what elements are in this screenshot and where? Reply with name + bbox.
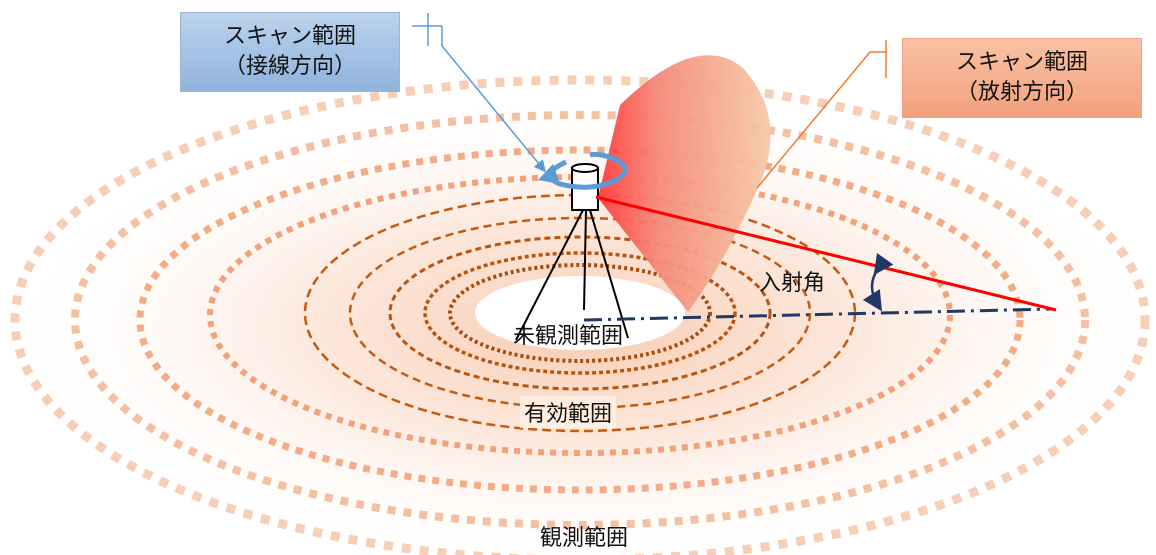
effective-ring-3	[388, 235, 772, 391]
scan-fan-radial	[598, 55, 771, 312]
effective-ring-5	[448, 263, 712, 363]
tangential-callout-leader	[412, 13, 546, 173]
incidence-angle-label: 入射角	[759, 271, 826, 296]
rotation-arrowhead	[538, 164, 560, 184]
observed-range-label: 観測範囲	[540, 526, 629, 551]
observed-ring-4	[207, 174, 953, 456]
tangential-callout-line1: スキャン範囲	[223, 24, 356, 49]
incidence-angle-arc	[862, 253, 894, 312]
tangential-callout-line2: （接線方向）	[223, 54, 356, 79]
observed-ring-2	[71, 111, 1089, 529]
effective-ring-4	[423, 251, 737, 375]
unobserved-area	[475, 276, 685, 350]
effective-range-label: 有効範囲	[520, 396, 617, 428]
observed-ring-1	[10, 75, 1150, 555]
radial-scan-range-callout: スキャン範囲 （放射方向）	[902, 38, 1142, 118]
observed-ring-3	[136, 146, 1024, 494]
radial-callout-line2: （放射方向）	[955, 80, 1088, 105]
observed-range-rings	[10, 75, 1150, 555]
tangential-scan-range-callout: スキャン範囲 （接線方向）	[180, 12, 400, 92]
ground-reference-line	[583, 307, 1053, 322]
tripod	[515, 209, 629, 341]
unobserved-range-label: 未観測範囲	[513, 324, 624, 349]
radial-callout-line1: スキャン範囲	[955, 50, 1088, 75]
radial-callout-leader	[756, 40, 887, 189]
laser-beam	[595, 195, 1057, 312]
